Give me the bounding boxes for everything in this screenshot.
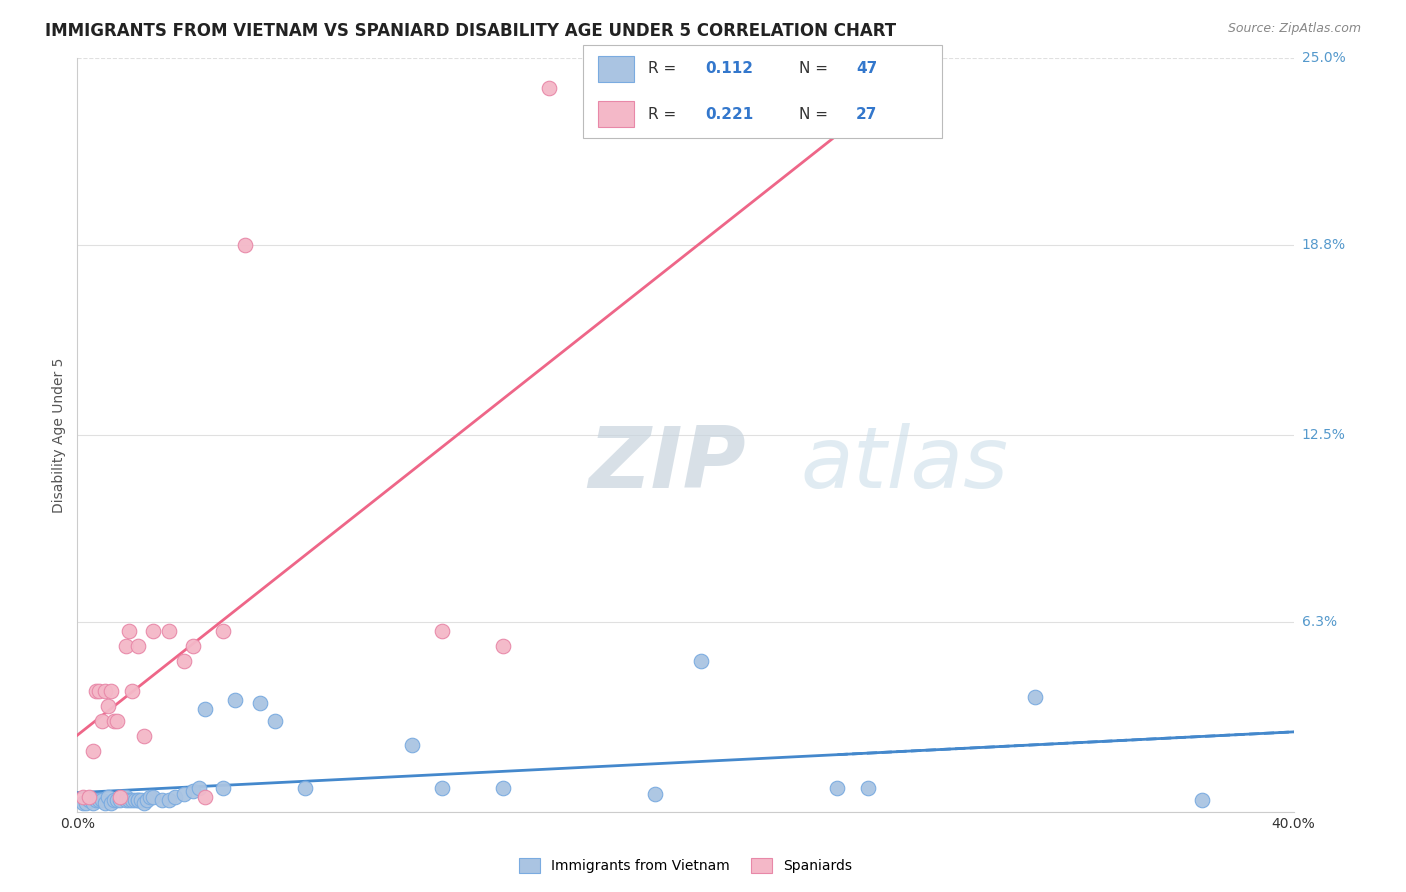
Text: ZIP: ZIP	[588, 424, 745, 507]
Point	[127, 792, 149, 806]
Point	[111, 789, 134, 804]
Point	[121, 792, 143, 806]
Point	[105, 792, 128, 806]
Point	[105, 714, 128, 729]
Point	[82, 744, 104, 758]
Point	[139, 789, 162, 804]
Text: 18.8%: 18.8%	[1302, 238, 1346, 252]
Legend: Immigrants from Vietnam, Spaniards: Immigrants from Vietnam, Spaniards	[512, 852, 859, 880]
Point	[115, 639, 138, 653]
Text: 27: 27	[856, 107, 877, 122]
Text: Source: ZipAtlas.com: Source: ZipAtlas.com	[1227, 22, 1361, 36]
Text: 6.3%: 6.3%	[1302, 615, 1337, 629]
FancyBboxPatch shape	[583, 45, 942, 138]
Point	[188, 780, 211, 795]
Point	[173, 654, 195, 668]
Point	[93, 796, 115, 810]
Text: N =: N =	[799, 107, 832, 122]
Point	[173, 787, 195, 801]
Point	[194, 702, 217, 716]
Point	[121, 684, 143, 698]
Point	[75, 796, 97, 810]
Point	[79, 792, 101, 806]
Bar	[598, 101, 634, 127]
Point	[90, 714, 112, 729]
Point	[84, 684, 107, 698]
Point	[856, 780, 879, 795]
Point	[118, 624, 141, 638]
Point	[103, 714, 125, 729]
Point	[430, 780, 453, 795]
Point	[127, 792, 149, 806]
Point	[181, 783, 204, 797]
Text: 47: 47	[856, 61, 877, 76]
Point	[97, 699, 120, 714]
Point	[644, 787, 666, 801]
Point	[152, 792, 174, 806]
Point	[108, 789, 131, 804]
Point	[142, 789, 165, 804]
Point	[72, 789, 94, 804]
Point	[537, 81, 560, 95]
Point	[492, 639, 515, 653]
Point	[689, 654, 711, 668]
Point	[142, 624, 165, 638]
Point	[163, 789, 186, 804]
Point	[430, 624, 453, 638]
Point	[264, 714, 287, 729]
Point	[87, 684, 110, 698]
Point	[401, 739, 423, 753]
Point	[100, 684, 122, 698]
Text: atlas: atlas	[801, 424, 1010, 507]
Point	[129, 792, 152, 806]
Point	[224, 693, 246, 707]
Text: 0.221: 0.221	[706, 107, 754, 122]
Point	[134, 796, 156, 810]
Text: R =: R =	[648, 107, 681, 122]
Point	[194, 789, 217, 804]
Point	[157, 624, 180, 638]
Point	[100, 796, 122, 810]
Point	[294, 780, 316, 795]
Point	[93, 684, 115, 698]
Point	[136, 792, 159, 806]
Point	[249, 696, 271, 710]
Point	[79, 789, 101, 804]
Point	[103, 792, 125, 806]
Point	[1024, 690, 1046, 705]
Point	[90, 792, 112, 806]
Text: 25.0%: 25.0%	[1302, 51, 1346, 65]
Bar	[598, 56, 634, 82]
Point	[827, 780, 849, 795]
Text: R =: R =	[648, 61, 681, 76]
Point	[157, 792, 180, 806]
Y-axis label: Disability Age Under 5: Disability Age Under 5	[52, 357, 66, 513]
Text: IMMIGRANTS FROM VIETNAM VS SPANIARD DISABILITY AGE UNDER 5 CORRELATION CHART: IMMIGRANTS FROM VIETNAM VS SPANIARD DISA…	[45, 22, 896, 40]
Point	[1191, 792, 1213, 806]
Point	[115, 789, 138, 804]
Text: 12.5%: 12.5%	[1302, 428, 1346, 442]
Point	[134, 730, 156, 744]
Point	[97, 789, 120, 804]
Point	[84, 792, 107, 806]
Point	[492, 780, 515, 795]
Point	[124, 792, 146, 806]
Point	[115, 792, 138, 806]
Point	[72, 796, 94, 810]
Point	[212, 624, 235, 638]
Point	[118, 792, 141, 806]
Point	[233, 238, 256, 252]
Text: 0.112: 0.112	[706, 61, 754, 76]
Point	[87, 792, 110, 806]
Point	[181, 639, 204, 653]
Point	[212, 780, 235, 795]
Point	[82, 796, 104, 810]
Point	[108, 792, 131, 806]
Point	[127, 639, 149, 653]
Text: N =: N =	[799, 61, 832, 76]
